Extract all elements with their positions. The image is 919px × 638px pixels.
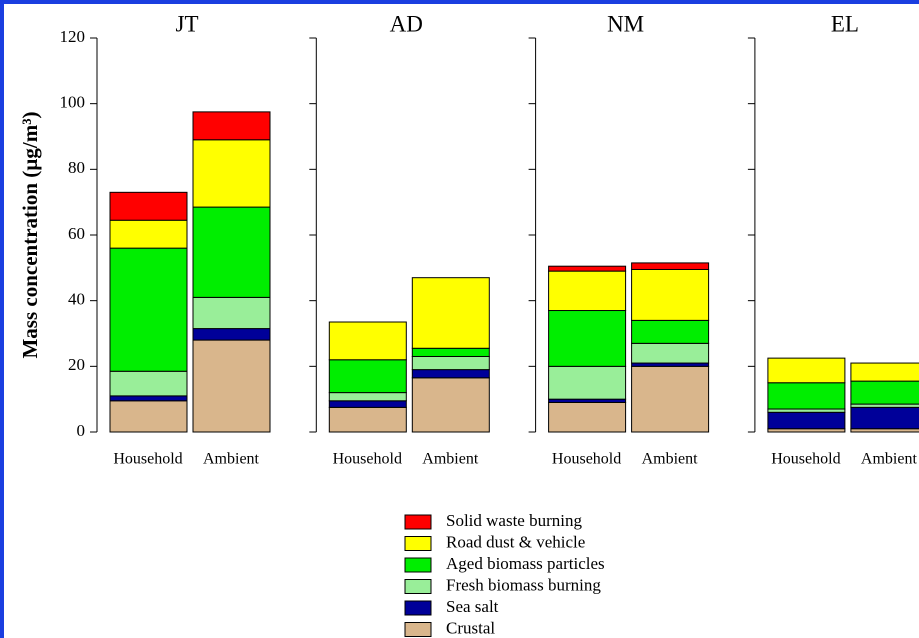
y-tick-label: 40 [68,290,85,309]
bar-segment [850,406,919,430]
bar-segment [548,270,627,312]
bar-segment [109,191,188,221]
y-tick-label: 100 [60,93,86,112]
x-tick-label: Ambient [861,451,918,468]
bar-segment [411,277,490,349]
bar-segment [631,262,710,270]
legend-swatch [404,579,432,594]
y-tick-label: 0 [77,421,86,440]
bar-segment [850,362,919,382]
x-tick-label: Ambient [203,451,260,468]
bar-segment [192,328,271,341]
legend-label: Sea salt [446,597,499,616]
legend-label: Solid waste burning [446,511,582,530]
bar-segment [328,359,407,394]
y-tick-label: 120 [60,27,86,46]
x-tick-label: Ambient [642,451,699,468]
bar-segment [411,355,490,371]
bar-segment [109,400,188,433]
legend-label: Aged biomass particles [446,554,605,573]
bar-segment [109,370,188,397]
legend-swatch [404,557,432,573]
legend-swatch [404,622,432,637]
y-axis-label: Mass concentration (µg/m³) [18,111,42,358]
panel-title: EL [831,11,859,36]
bar-segment [328,321,407,361]
legend-swatch [404,536,432,551]
panel-title: AD [390,11,423,36]
bar-segment [631,268,710,321]
bar-segment [411,347,490,357]
bar-segment [192,111,271,141]
bar-segment [328,392,407,402]
y-tick-label: 80 [68,158,85,177]
bar-segment [631,365,710,433]
y-tick-label: 20 [68,355,85,374]
x-tick-label: Household [113,451,182,468]
bar-segment [192,139,271,208]
x-tick-label: Ambient [422,451,479,468]
panel-title: JT [176,11,199,36]
bar-segment [767,357,846,384]
bar-segment [631,342,710,364]
bar-segment [548,401,627,433]
bar-segment [192,339,271,433]
bar-segment [192,296,271,330]
bar-segment [548,365,627,400]
bar-segment [548,310,627,367]
y-tick-label: 60 [68,224,85,243]
bar-segment [767,411,846,430]
bar-segment [109,395,188,402]
bar-segment [328,400,407,408]
bar-segment [850,380,919,405]
bar-segment [411,369,490,379]
legend-label: Crustal [446,618,495,637]
bar-segment [109,247,188,372]
bar-segment [631,319,710,344]
x-tick-label: Household [771,451,840,468]
bar-segment [548,265,627,272]
bar-segment [109,219,188,249]
x-tick-label: Household [552,451,621,468]
legend-swatch [404,514,432,530]
x-tick-label: Household [333,451,402,468]
legend-label: Road dust & vehicle [446,532,585,551]
bar-segment [411,377,490,433]
bar-segment [192,206,271,298]
bar-segment [328,406,407,433]
legend-swatch [404,600,432,616]
legend-label: Fresh biomass burning [446,575,601,594]
bar-segment [767,382,846,410]
panel-title: NM [607,11,644,36]
